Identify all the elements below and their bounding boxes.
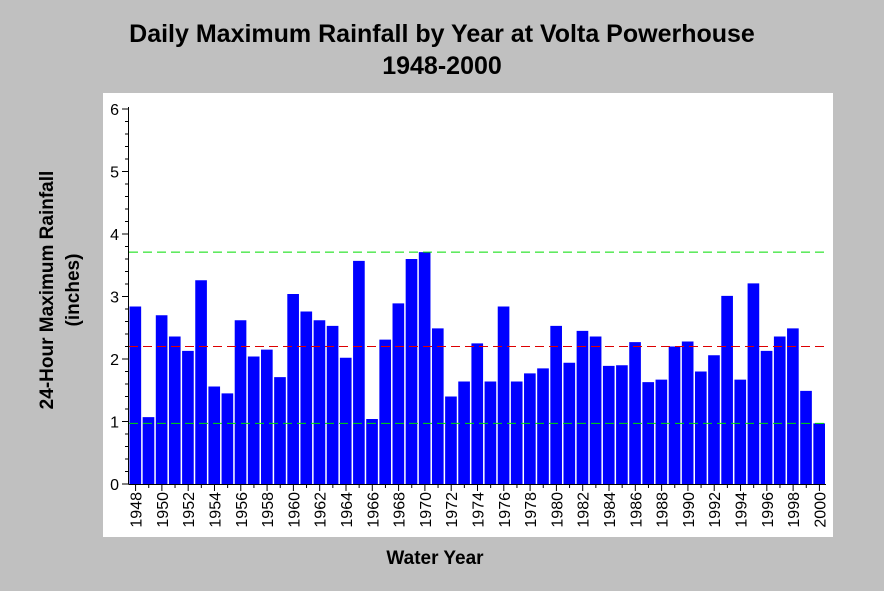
x-tick-label: 1950 — [155, 492, 172, 528]
bar-1959 — [274, 377, 286, 485]
bar-1966 — [366, 419, 378, 484]
bar-1996 — [760, 350, 773, 485]
y-tick-label: 1 — [110, 415, 119, 432]
bar-1995 — [747, 283, 760, 485]
bar-1987 — [642, 382, 655, 485]
bar-1965 — [353, 260, 365, 485]
x-tick-label: 1962 — [313, 492, 330, 528]
y-axis-label-line1: 24-Hour Maximum Rainfall — [37, 170, 58, 410]
bar-1956 — [234, 320, 247, 484]
y-tick-label: 0 — [110, 477, 119, 494]
bar-1954 — [208, 386, 221, 484]
bar-1962 — [313, 320, 326, 484]
bar-1972 — [445, 396, 457, 484]
x-tick-label: 1990 — [681, 492, 698, 528]
x-tick-label: 1998 — [786, 492, 803, 528]
x-tick-label: 1984 — [602, 492, 619, 528]
x-tick-label: 1996 — [760, 492, 777, 528]
bar-1983 — [589, 336, 602, 484]
x-tick-label: 2000 — [812, 492, 829, 528]
x-tick-label: 1952 — [181, 492, 198, 528]
bar-1999 — [800, 390, 812, 485]
bar-1971 — [431, 328, 444, 485]
bar-1998 — [787, 328, 799, 485]
bar-1975 — [484, 381, 497, 484]
bar-1992 — [708, 355, 720, 484]
x-tick-label: 1988 — [655, 492, 672, 528]
bar-1963 — [326, 325, 339, 485]
bar-1978 — [524, 373, 536, 485]
bar-1964 — [339, 357, 352, 484]
x-tick-label: 1948 — [129, 492, 146, 528]
bar-1950 — [155, 315, 168, 484]
bar-1977 — [510, 381, 523, 484]
y-tick-label: 6 — [110, 102, 119, 119]
bar-1967 — [379, 339, 392, 485]
x-tick-label: 1956 — [234, 492, 251, 528]
bar-1948 — [129, 306, 142, 484]
x-tick-label: 1964 — [339, 492, 356, 528]
x-tick-label: 1986 — [628, 492, 645, 528]
bar-1957 — [247, 356, 260, 484]
bar-1989 — [668, 346, 681, 484]
y-tick-label: 3 — [110, 290, 119, 307]
bar-1973 — [458, 381, 470, 484]
x-axis-label: Water Year — [386, 548, 484, 569]
bar-1969 — [405, 259, 418, 484]
x-tick-label: 1974 — [471, 492, 488, 528]
chart-subtitle: 1948-2000 — [382, 52, 502, 80]
x-tick-label: 1954 — [207, 492, 224, 528]
bar-1949 — [142, 417, 155, 485]
y-tick-label: 5 — [110, 165, 119, 182]
bar-1953 — [195, 280, 207, 484]
bar-1976 — [497, 306, 510, 484]
bar-2000 — [813, 423, 825, 485]
bar-1988 — [655, 379, 668, 485]
x-tick-label: 1966 — [365, 492, 382, 528]
bar-1970 — [418, 252, 431, 484]
bar-1979 — [537, 368, 549, 485]
y-tick-label: 2 — [110, 352, 119, 369]
x-tick-label: 1982 — [576, 492, 593, 528]
bar-1980 — [550, 325, 562, 485]
bar-1955 — [221, 393, 234, 485]
x-tick-label: 1970 — [418, 492, 435, 528]
bar-1982 — [576, 330, 589, 485]
x-tick-label: 1968 — [392, 492, 409, 528]
bar-1997 — [773, 336, 786, 484]
bar-1994 — [734, 379, 747, 485]
bar-1960 — [287, 294, 299, 484]
y-axis-label-line2: (inches) — [63, 253, 84, 327]
x-tick-label: 1960 — [286, 492, 303, 528]
x-tick-label: 1980 — [549, 492, 566, 528]
bar-1990 — [681, 341, 694, 484]
bar-1993 — [721, 295, 733, 485]
x-tick-label: 1992 — [707, 492, 724, 528]
x-tick-label: 1958 — [260, 492, 277, 528]
bar-1961 — [300, 311, 313, 484]
bar-1951 — [168, 336, 181, 484]
bar-1985 — [616, 365, 628, 484]
x-tick-label: 1994 — [734, 492, 751, 528]
bar-1952 — [182, 350, 194, 485]
bar-1986 — [629, 342, 641, 485]
x-tick-label: 1976 — [497, 492, 514, 528]
bar-1984 — [602, 365, 615, 485]
bar-1968 — [392, 303, 405, 485]
bar-1974 — [471, 343, 484, 485]
x-tick-label: 1978 — [523, 492, 540, 528]
y-tick-label: 4 — [110, 227, 119, 244]
chart-title: Daily Maximum Rainfall by Year at Volta … — [129, 20, 755, 48]
x-tick-label: 1972 — [444, 492, 461, 528]
bar-1958 — [261, 349, 273, 485]
bar-1991 — [694, 371, 707, 484]
